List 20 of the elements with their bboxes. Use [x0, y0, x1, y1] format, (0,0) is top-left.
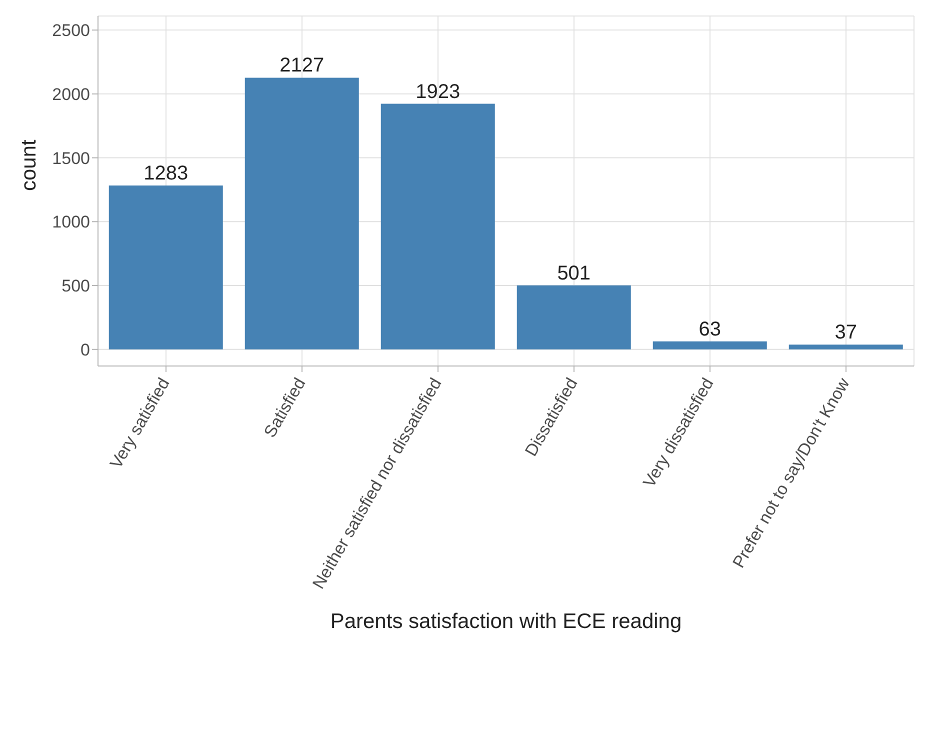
bar — [108, 186, 223, 350]
data-label: 2127 — [280, 54, 324, 77]
y-tick-label: 2000 — [52, 84, 90, 104]
y-tick-label: 1000 — [52, 212, 90, 232]
bar — [380, 104, 495, 350]
data-label: 1923 — [416, 80, 460, 103]
data-label: 63 — [698, 318, 722, 340]
data-label: 1283 — [144, 162, 188, 185]
data-label: 37 — [834, 322, 858, 344]
bar — [516, 285, 631, 350]
y-tick-label: 0 — [80, 340, 90, 360]
data-label: 501 — [557, 262, 591, 284]
bar — [244, 78, 359, 350]
bar — [788, 344, 903, 350]
y-axis-title: count — [17, 139, 40, 191]
y-tick-label: 500 — [62, 276, 90, 296]
bar — [652, 341, 767, 350]
x-axis-title: Parents satisfaction with ECE reading — [330, 610, 682, 633]
y-tick-label: 2500 — [52, 21, 90, 40]
y-tick-label: 1500 — [52, 148, 90, 168]
